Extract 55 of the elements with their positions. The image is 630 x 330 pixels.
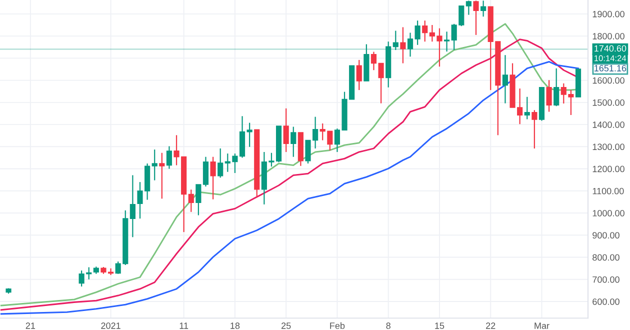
candlestick bbox=[400, 26, 406, 64]
y-tick-label: 1000.00 bbox=[592, 210, 624, 216]
candlestick bbox=[502, 54, 508, 104]
candlestick bbox=[554, 68, 560, 107]
x-tick-label: Mar bbox=[534, 322, 550, 329]
candlestick bbox=[378, 62, 384, 104]
candlestick bbox=[196, 184, 202, 216]
candlestick bbox=[188, 189, 194, 212]
y-tick-label: 1400.00 bbox=[592, 122, 624, 128]
candlestick bbox=[159, 152, 165, 200]
x-tick-label: 18 bbox=[230, 322, 240, 329]
candlestick bbox=[370, 51, 377, 71]
candlestick bbox=[392, 30, 398, 51]
candlestick bbox=[466, 0, 472, 16]
text: 10:14:24 bbox=[594, 55, 626, 62]
candlestick bbox=[210, 156, 216, 200]
candlestick bbox=[130, 174, 136, 238]
candlestick bbox=[202, 156, 209, 188]
candlestick bbox=[356, 59, 362, 91]
y-tick-label: 700.00 bbox=[592, 276, 620, 283]
y-tick-label: 1100.00 bbox=[592, 188, 624, 194]
y-tick-label: 1300.00 bbox=[592, 144, 624, 150]
x-tick-label: 11 bbox=[180, 322, 188, 329]
candlestick bbox=[290, 126, 296, 158]
y-tick-label: 1500.00 bbox=[592, 99, 624, 106]
candlestick bbox=[444, 31, 450, 52]
candlestick bbox=[480, 0, 486, 18]
candlestick bbox=[473, 0, 479, 36]
y-tick-label: 1900.00 bbox=[592, 10, 624, 18]
ref-line-label: 1740.60 bbox=[594, 45, 626, 52]
annotation: 1651.16 bbox=[594, 65, 626, 72]
x-tick-label: 2021 bbox=[101, 322, 120, 329]
candlestick bbox=[422, 20, 428, 42]
x-tick-label: 15 bbox=[435, 322, 444, 329]
x-tick-label: 22 bbox=[486, 322, 496, 329]
candlestick bbox=[546, 80, 552, 112]
y-tick-label: 600.00 bbox=[592, 298, 620, 305]
x-tick-label: 25 bbox=[282, 322, 291, 329]
y-tick-label: 1800.00 bbox=[592, 33, 624, 40]
y-tick-label: 1200.00 bbox=[592, 166, 624, 172]
candlestick bbox=[532, 110, 538, 149]
y-tick-label: 800.00 bbox=[592, 254, 620, 261]
y-tick-label: 1600.00 bbox=[592, 77, 624, 84]
y-tick-label: 900.00 bbox=[592, 232, 620, 239]
candlestick bbox=[414, 20, 420, 46]
candlestick bbox=[218, 148, 224, 178]
candlestick bbox=[152, 148, 158, 181]
candlestick bbox=[246, 122, 252, 148]
x-tick-label: 8 bbox=[386, 322, 390, 329]
candlestick bbox=[283, 108, 289, 153]
candlestick bbox=[524, 96, 530, 120]
candlestick bbox=[407, 32, 414, 58]
candlestick bbox=[166, 146, 172, 170]
x-tick-label: 21 bbox=[26, 322, 36, 329]
x-tick-label: Feb bbox=[330, 322, 345, 329]
